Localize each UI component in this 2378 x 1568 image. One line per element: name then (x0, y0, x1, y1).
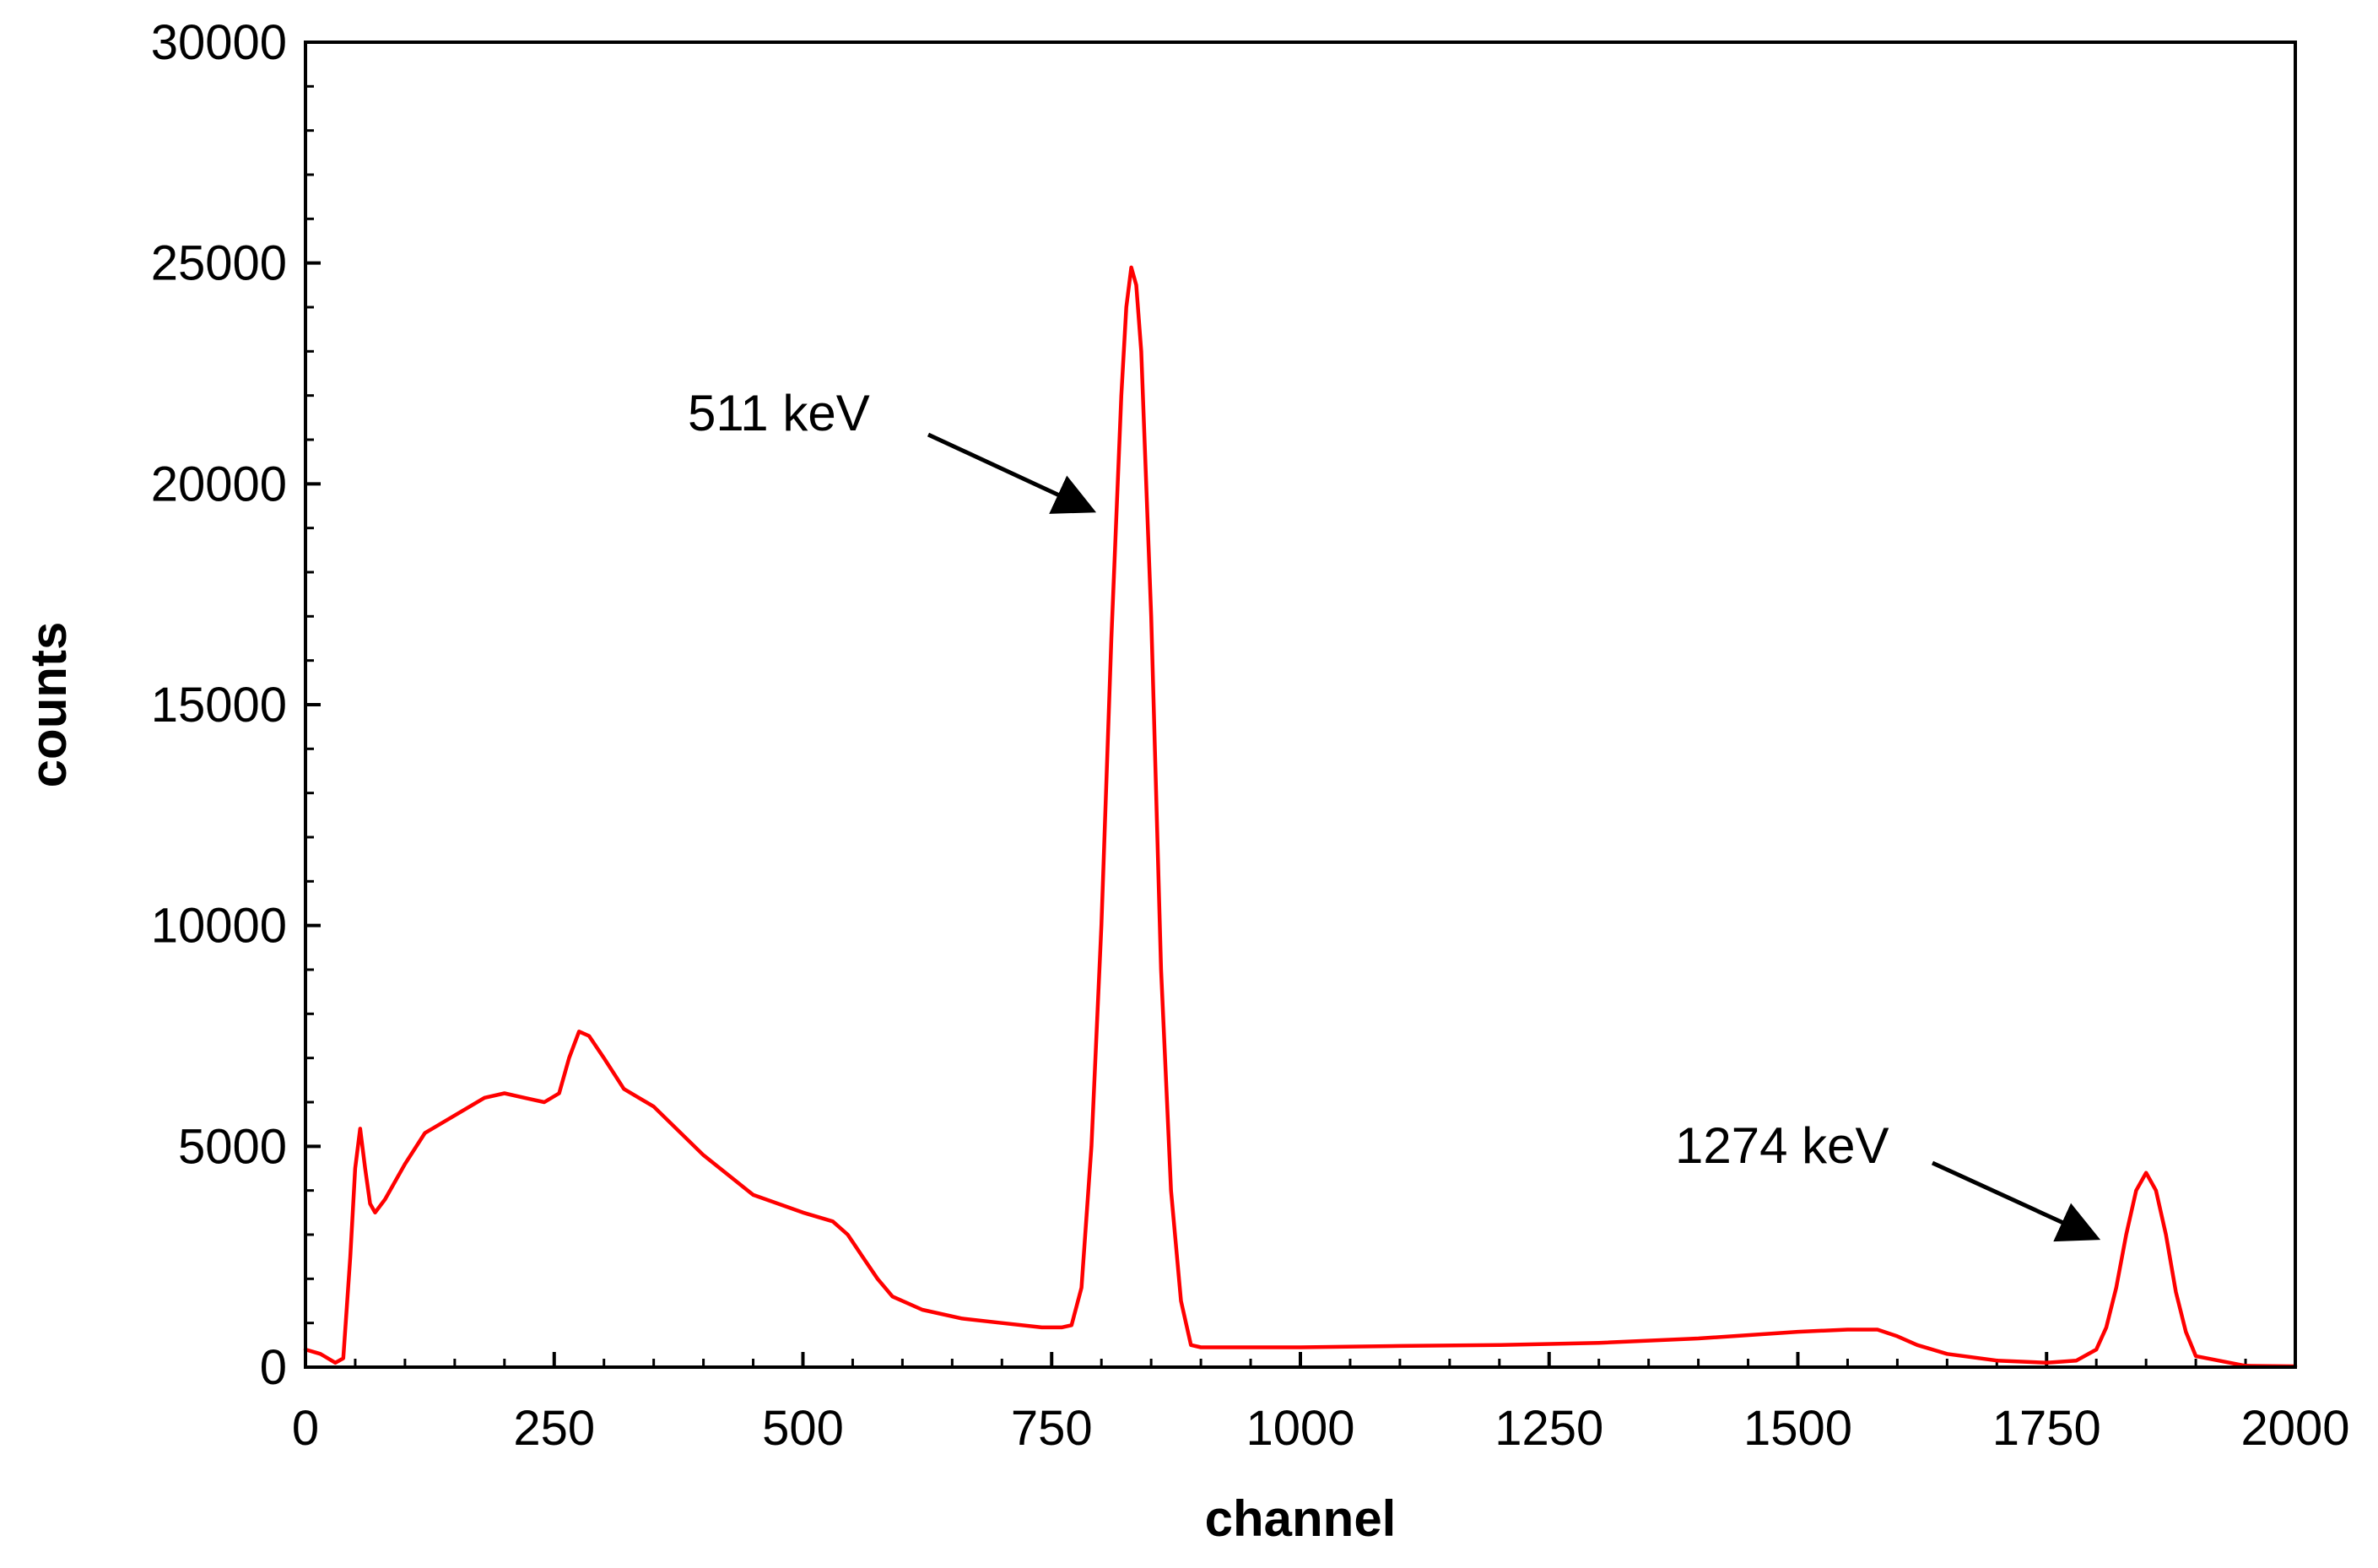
x-tick-label: 1750 (1992, 1401, 2101, 1456)
y-tick-label: 10000 (151, 899, 287, 954)
y-tick-label: 0 (260, 1340, 287, 1395)
plot-area-frame (304, 41, 2297, 1369)
x-tick-label: 250 (513, 1401, 595, 1456)
y-tick-label: 15000 (151, 678, 287, 733)
x-tick-label: 500 (762, 1401, 844, 1456)
annotation-arrow-1274-kev (1931, 1160, 2101, 1242)
x-tick-label: 1250 (1494, 1401, 1603, 1456)
y-axis-title: counts (20, 622, 77, 788)
x-axis-ticks: 0 250 500 750 1000 1250 1500 1750 2000 (292, 1352, 2350, 1456)
x-tick-label: 750 (1011, 1401, 1093, 1456)
series-line-spectrum (303, 265, 2298, 1369)
y-tick-label: 20000 (151, 457, 287, 511)
y-tick-label: 25000 (151, 236, 287, 291)
x-tick-label: 1500 (1743, 1401, 1852, 1456)
y-tick-label: 5000 (178, 1119, 287, 1174)
x-tick-label: 2000 (2240, 1401, 2349, 1456)
x-tick-label: 1000 (1246, 1401, 1354, 1456)
y-tick-label: 30000 (151, 15, 287, 70)
x-tick-label: 0 (292, 1401, 319, 1456)
x-axis-title: channel (1205, 1490, 1397, 1547)
peak-annotations: 511 keV 1274 keV (688, 385, 2101, 1242)
minor-tick-marks (304, 41, 2297, 1369)
annotation-arrow-511-kev (927, 432, 1097, 514)
y-axis-ticks: 0 5000 10000 15000 20000 25000 30000 (151, 15, 321, 1395)
annotation-511-kev: 511 keV (688, 385, 870, 441)
annotation-1274-kev: 1274 keV (1675, 1117, 1889, 1174)
